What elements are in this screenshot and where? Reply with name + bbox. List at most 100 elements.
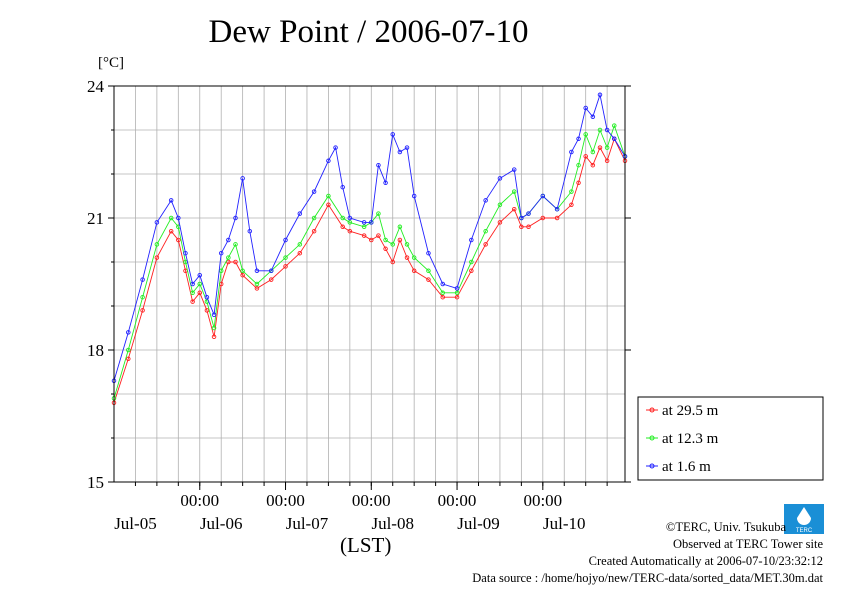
terc-logo-icon: TERC bbox=[784, 504, 824, 534]
series-point-0 bbox=[519, 224, 524, 230]
axis-ticks: 15 18 21 24 00:00 00:00 00:00 00:00 00:00 Jul-05 J… bbox=[87, 77, 631, 533]
series-point-1 bbox=[240, 268, 245, 274]
series-point-0 bbox=[190, 299, 195, 304]
series-point-2 bbox=[497, 176, 503, 181]
series-point-1 bbox=[326, 193, 331, 199]
series-point-1 bbox=[311, 215, 317, 221]
series-point-1 bbox=[140, 294, 145, 300]
x-date-label: Jul-07 bbox=[286, 514, 329, 533]
series-point-2 bbox=[211, 312, 217, 318]
series-point-2 bbox=[454, 286, 460, 291]
series-point-2 bbox=[176, 215, 181, 221]
series-point-2 bbox=[376, 162, 381, 168]
series-point-2 bbox=[154, 220, 160, 225]
series-point-2 bbox=[197, 272, 203, 278]
series-point-1 bbox=[454, 290, 460, 296]
series-point-0 bbox=[526, 224, 531, 230]
logo-text: TERC bbox=[796, 528, 813, 534]
series-point-1 bbox=[597, 127, 603, 133]
y-tick-label: 18 bbox=[87, 341, 104, 360]
series-point-0 bbox=[240, 272, 245, 278]
series-point-0 bbox=[404, 255, 410, 260]
series-layer bbox=[111, 92, 628, 406]
series-point-1 bbox=[583, 132, 588, 137]
series-point-0 bbox=[140, 308, 145, 313]
series-point-1 bbox=[297, 242, 303, 247]
series-point-2 bbox=[554, 206, 560, 212]
series-point-0 bbox=[340, 224, 345, 230]
plot-frame bbox=[113, 85, 626, 483]
series-point-1 bbox=[233, 242, 238, 247]
series-point-0 bbox=[597, 145, 603, 150]
y-axis-unit: [°C] bbox=[98, 55, 124, 71]
series-point-0 bbox=[233, 259, 238, 265]
series-point-0 bbox=[168, 228, 174, 234]
series-point-0 bbox=[383, 246, 388, 252]
series-point-2 bbox=[569, 149, 574, 155]
series-point-0 bbox=[440, 294, 446, 300]
logo-drop-shape bbox=[797, 507, 811, 525]
series-point-1 bbox=[576, 162, 581, 168]
series-point-1 bbox=[340, 215, 345, 221]
y-tick-label: 24 bbox=[87, 77, 105, 96]
credit-data-source: Data source : /home/hojyo/new/TERC-data/… bbox=[472, 571, 823, 585]
series-point-2 bbox=[519, 215, 524, 221]
series-point-1 bbox=[197, 281, 203, 287]
series-point-0 bbox=[326, 202, 331, 208]
series-point-1 bbox=[469, 259, 474, 265]
series-point-2 bbox=[168, 198, 174, 203]
x-tick-label: 00:00 bbox=[523, 491, 562, 510]
series-point-0 bbox=[204, 308, 210, 313]
series-point-2 bbox=[383, 180, 388, 186]
series-point-1 bbox=[497, 202, 503, 208]
series-point-1 bbox=[612, 123, 617, 128]
series-point-2 bbox=[204, 294, 210, 300]
series-point-2 bbox=[526, 211, 531, 216]
x-date-label: Jul-06 bbox=[200, 514, 243, 533]
legend-swatch-marker bbox=[649, 435, 655, 441]
legend-box bbox=[637, 396, 824, 481]
series-point-1 bbox=[347, 220, 353, 225]
series-point-0 bbox=[497, 220, 503, 225]
series-point-2 bbox=[311, 189, 317, 194]
series-point-0 bbox=[454, 294, 460, 300]
series-point-2 bbox=[326, 158, 331, 164]
series-point-0 bbox=[376, 233, 381, 238]
series-point-2 bbox=[483, 198, 488, 203]
series-point-1 bbox=[226, 255, 231, 260]
series-point-1 bbox=[168, 215, 174, 221]
series-point-1 bbox=[376, 211, 381, 216]
series-point-0 bbox=[176, 237, 181, 243]
series-point-0 bbox=[604, 158, 610, 164]
x-tick-label: 00:00 bbox=[266, 491, 305, 510]
series-point-1 bbox=[569, 189, 574, 194]
series-point-0 bbox=[226, 259, 231, 265]
series-point-0 bbox=[369, 237, 374, 243]
x-axis-label: (LST) bbox=[340, 533, 392, 557]
series-point-1 bbox=[283, 255, 288, 260]
series-point-2 bbox=[283, 237, 288, 243]
series-point-0 bbox=[569, 202, 574, 208]
legend-swatch-marker bbox=[649, 407, 655, 413]
series-point-2 bbox=[511, 167, 517, 172]
series-point-2 bbox=[590, 114, 596, 120]
series-point-2 bbox=[247, 228, 253, 234]
series-point-2 bbox=[297, 211, 303, 216]
series-point-2 bbox=[411, 193, 417, 199]
y-tick-label: 21 bbox=[87, 209, 104, 228]
series-point-2 bbox=[333, 145, 338, 150]
series-point-1 bbox=[404, 242, 410, 247]
series-point-1 bbox=[126, 347, 131, 353]
series-point-1 bbox=[361, 224, 367, 230]
series-point-0 bbox=[426, 277, 431, 282]
series-point-0 bbox=[254, 286, 260, 291]
series-point-1 bbox=[254, 281, 260, 287]
series-point-0 bbox=[211, 334, 217, 340]
series-point-0 bbox=[411, 268, 417, 274]
series-point-0 bbox=[540, 215, 546, 221]
series-point-0 bbox=[347, 228, 353, 234]
series-point-0 bbox=[311, 228, 317, 234]
series-point-1 bbox=[590, 149, 596, 155]
series-point-0 bbox=[268, 277, 274, 282]
